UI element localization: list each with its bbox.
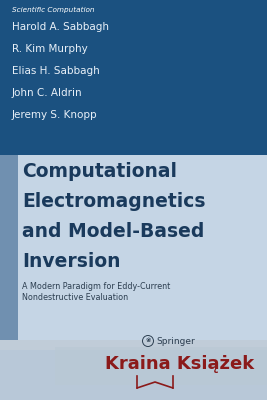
Text: Scientific Computation: Scientific Computation [12,7,95,13]
Text: Nondestructive Evaluation: Nondestructive Evaluation [22,293,128,302]
Bar [0,155,267,345]
Bar [0,345,267,400]
Text: Springer: Springer [156,336,195,346]
Text: John C. Aldrin: John C. Aldrin [12,88,83,98]
Bar [0,340,267,350]
Text: Computational: Computational [22,162,177,181]
Bar [55,347,267,385]
Text: Electromagnetics: Electromagnetics [22,192,206,211]
Bar [18,155,267,345]
Bar [0,155,18,345]
Text: Elias H. Sabbagh: Elias H. Sabbagh [12,66,100,76]
Text: and Model-Based: and Model-Based [22,222,204,241]
Text: A Modern Paradigm for Eddy-Current: A Modern Paradigm for Eddy-Current [22,282,170,291]
Text: ❀: ❀ [145,338,151,344]
Text: Inversion: Inversion [22,252,120,271]
Bar [0,0,267,155]
Text: Jeremy S. Knopp: Jeremy S. Knopp [12,110,98,120]
Text: Harold A. Sabbagh: Harold A. Sabbagh [12,22,109,32]
Text: R. Kim Murphy: R. Kim Murphy [12,44,88,54]
Text: Kraina Książek: Kraina Książek [105,355,255,373]
